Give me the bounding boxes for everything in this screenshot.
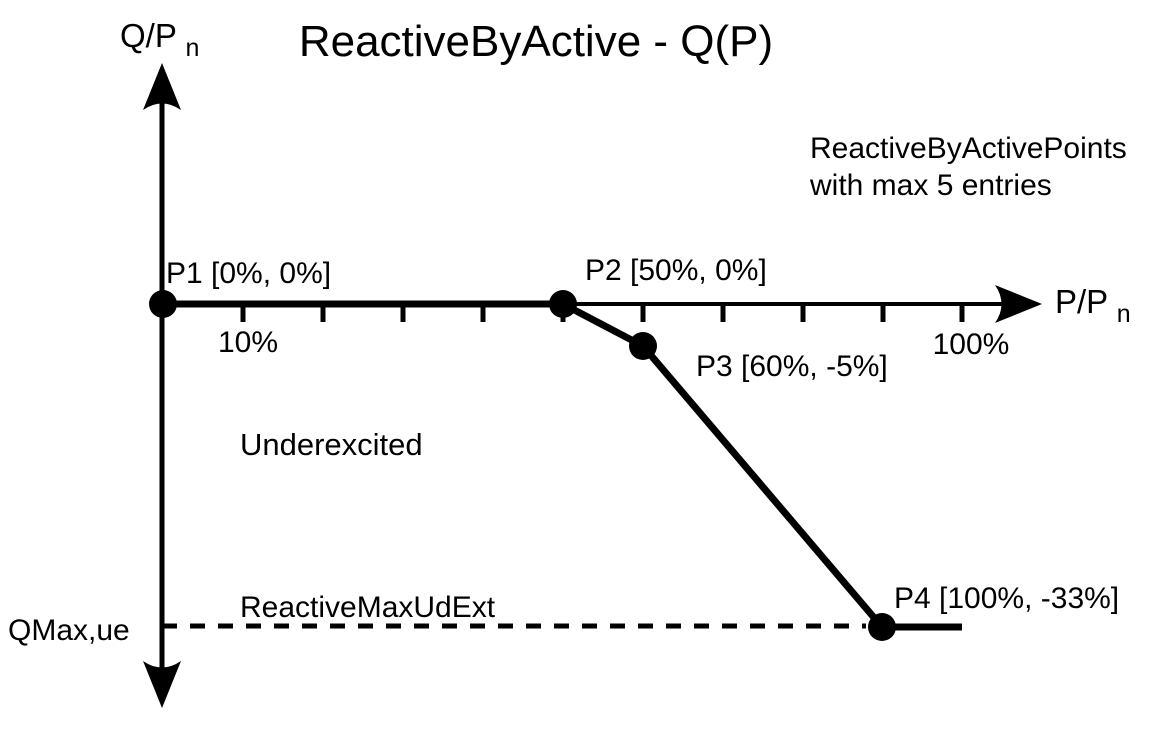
- reactive-max-label: ReactiveMaxUdExt: [240, 591, 496, 624]
- y-axis-arrow-top-icon: [143, 63, 181, 110]
- x-axis-label-sub: n: [1117, 300, 1131, 328]
- points-note-line1: ReactiveByActivePoints: [810, 132, 1127, 165]
- y-axis-arrow-bottom-icon: [143, 661, 181, 708]
- qmax-ue-label: QMax,ue: [8, 614, 130, 647]
- point-p4-label: P4 [100%, -33%]: [894, 582, 1119, 615]
- x-tick-label-10: 10%: [218, 326, 278, 359]
- y-axis-label-main: Q/P: [120, 17, 176, 54]
- point-p2-marker: [549, 290, 577, 318]
- point-p2-label: P2 [50%, 0%]: [585, 254, 767, 287]
- chart-title: ReactiveByActive - Q(P): [299, 17, 773, 66]
- underexcited-label: Underexcited: [240, 427, 423, 462]
- points-note-line2: with max 5 entries: [809, 169, 1052, 202]
- x-axis-label: P/P n: [1055, 283, 1131, 328]
- point-p1-label: P1 [0%, 0%]: [166, 257, 331, 290]
- x-tick-label-100: 100%: [933, 328, 1010, 361]
- x-axis-label-main: P/P: [1055, 283, 1108, 320]
- y-axis-label: Q/P n: [120, 17, 199, 62]
- y-axis-label-sub: n: [185, 34, 199, 62]
- x-axis-arrow-icon: [995, 285, 1042, 323]
- point-p3-label: P3 [60%, -5%]: [696, 350, 888, 383]
- point-p1-marker: [149, 290, 177, 318]
- point-p4-marker: [868, 613, 896, 641]
- point-p3-marker: [629, 332, 657, 360]
